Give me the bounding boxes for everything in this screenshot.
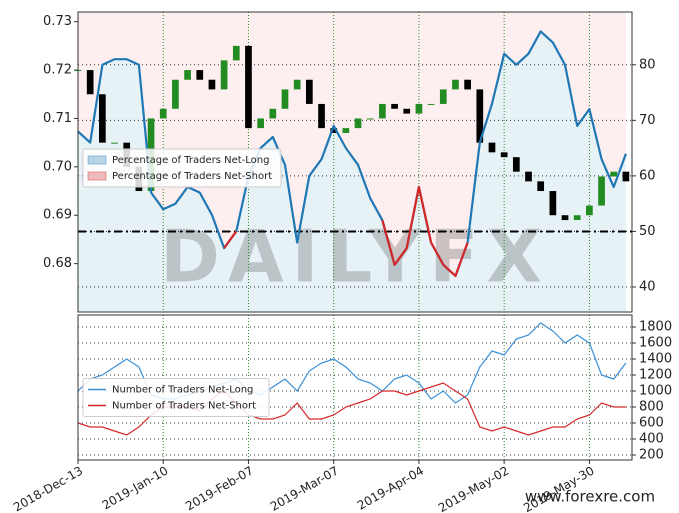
candle [573, 215, 581, 221]
candle [159, 108, 167, 119]
candle [598, 176, 605, 206]
candle [537, 181, 545, 192]
candle [257, 118, 264, 129]
plot-frame [77, 11, 633, 313]
candle [586, 205, 593, 216]
y-tick-label: 0.70 [43, 159, 72, 174]
y2-tick-label: 50 [639, 224, 656, 239]
candle [293, 79, 301, 90]
candle [342, 128, 350, 133]
candle [403, 108, 411, 114]
net-short-shade [78, 12, 626, 276]
y-tick-label: 0.69 [43, 208, 72, 223]
legend-box [82, 148, 282, 188]
legend-label: Percentage of Traders Net-Short [112, 171, 272, 182]
y2-tick-label: 60 [639, 168, 656, 183]
candle [196, 70, 204, 80]
x-tick-label: 2019-Apr-04 [355, 464, 426, 513]
candle [281, 89, 289, 109]
candle [172, 79, 179, 109]
candle [549, 191, 557, 216]
candle [379, 103, 386, 119]
candle [464, 79, 471, 90]
candle [452, 79, 459, 90]
candle [318, 103, 325, 129]
series-line [223, 185, 469, 277]
y2-tick-label: 40 [639, 280, 656, 295]
candle [330, 128, 338, 133]
candle [305, 79, 313, 104]
candle [561, 215, 569, 221]
source-watermark: www.forexre.com [525, 488, 655, 506]
y-tick-label: 0.72 [43, 63, 72, 78]
x-tick-label: 2019-May-02 [436, 464, 511, 513]
candle [99, 94, 106, 143]
x-tick-label: 2019-Mar-07 [268, 464, 341, 513]
candle [610, 171, 618, 177]
candle [415, 103, 423, 114]
legend-box [82, 378, 270, 417]
candle [269, 108, 277, 119]
candle [111, 142, 118, 144]
candle [232, 45, 240, 61]
y2-tick-label: 70 [639, 113, 656, 128]
plot-frame [77, 314, 633, 461]
candle [622, 171, 630, 182]
y-tick-label: 200 [639, 448, 664, 463]
candle [525, 171, 532, 182]
legend-label: Percentage of Traders Net-Long [112, 155, 270, 166]
series-line [77, 30, 627, 277]
y-tick-label: 1000 [639, 384, 672, 399]
y-tick-label: 1200 [639, 368, 672, 383]
candle [476, 89, 484, 143]
y2-tick-label: 80 [639, 57, 656, 72]
candle [512, 157, 520, 172]
legend-label: Number of Traders Net-Long [112, 385, 253, 396]
x-tick-label: 2019-Feb-07 [183, 464, 256, 513]
y-tick-label: 800 [639, 400, 664, 415]
x-tick-label: 2019-Jan-10 [100, 464, 171, 513]
y-tick-label: 0.71 [43, 111, 72, 126]
candle [245, 45, 252, 129]
candle [184, 70, 191, 80]
watermark: DAILYFX [160, 215, 550, 299]
candle [366, 118, 374, 120]
y-tick-label: 0.73 [43, 14, 72, 29]
candle [427, 103, 435, 105]
legend-label: Number of Traders Net-Short [112, 401, 256, 412]
candle [500, 152, 508, 158]
net-long-shade [78, 31, 626, 313]
candle [488, 142, 496, 153]
candle [220, 60, 228, 90]
y-tick-label: 0.68 [43, 256, 72, 271]
y-tick-label: 1600 [639, 336, 672, 351]
y-tick-label: 1400 [639, 352, 672, 367]
candle [439, 89, 447, 104]
y-tick-label: 1800 [639, 320, 672, 335]
candle [391, 103, 398, 109]
y-tick-label: 400 [639, 432, 664, 447]
legend-swatch [87, 171, 107, 181]
candle [354, 118, 362, 129]
legend-swatch [87, 155, 107, 165]
y-tick-label: 600 [639, 416, 664, 431]
candle [208, 79, 216, 90]
x-tick-label: 2018-Dec-13 [11, 464, 85, 513]
candle [86, 70, 94, 95]
